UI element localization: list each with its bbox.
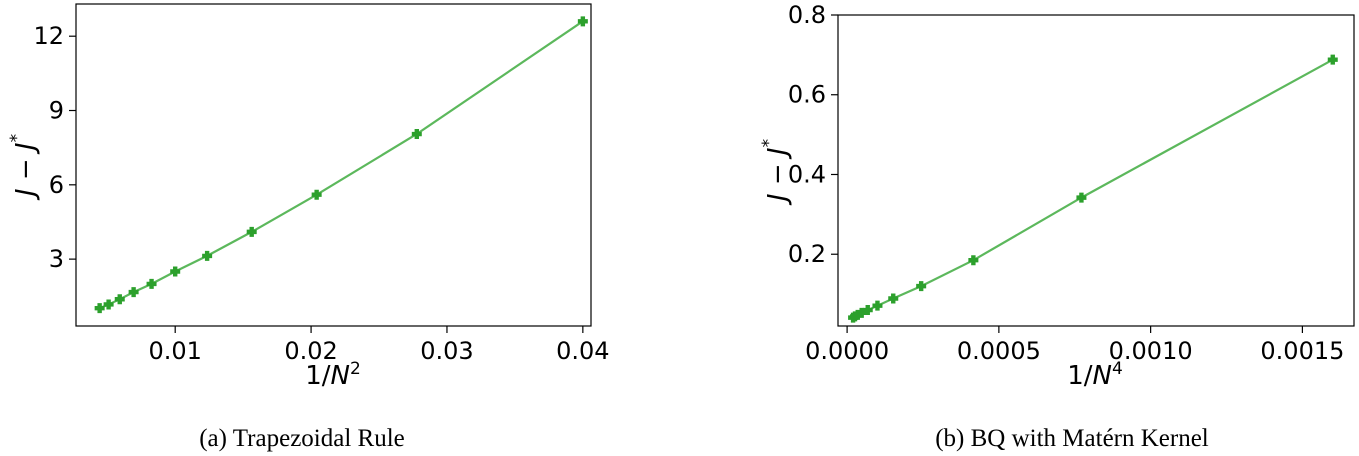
data-point-marker [146, 278, 157, 289]
x-ticks-a: 0.01 0.02 0.03 0.04 [148, 326, 610, 365]
data-point-marker [916, 281, 927, 292]
series-group-a [94, 16, 588, 314]
y-tick-label: 0.8 [788, 1, 826, 29]
y-tick-label: 0.4 [788, 160, 826, 188]
x-tick-label: 0.0015 [1260, 337, 1344, 365]
x-tick-label: 0.03 [420, 337, 473, 365]
data-point-marker [856, 307, 867, 318]
data-point-marker [246, 226, 257, 237]
x-axis-label-a: 1/N2 [305, 359, 361, 391]
y-tick-label: 6 [49, 171, 64, 199]
data-point-marker [872, 300, 883, 311]
series-group-b [848, 54, 1338, 323]
series-line [852, 58, 1334, 319]
caption-a: (a) Trapezoidal Rule [199, 425, 405, 452]
data-point-marker [202, 250, 213, 261]
plot-frame-b [837, 14, 1355, 327]
data-point-marker [170, 266, 181, 277]
x-tick-label: 0.04 [556, 337, 609, 365]
y-tick-label: 0.2 [788, 240, 826, 268]
panel-a: 0.01 0.02 0.03 0.04 3 6 9 12 1/N2 J − J* (a) T… [7, 3, 610, 452]
x-tick-label: 0.02 [284, 337, 337, 365]
y-tick-label: 12 [33, 22, 64, 50]
data-point-marker [577, 16, 588, 27]
x-tick-label: 0.01 [148, 337, 201, 365]
plot-frame-a [75, 3, 592, 327]
y-axis-label-a: J − J* [7, 134, 41, 201]
data-point-marker [114, 294, 125, 305]
data-point-marker [1076, 192, 1087, 203]
data-point-marker [128, 287, 139, 298]
data-point-marker [411, 129, 422, 140]
y-tick-label: 0.6 [788, 81, 826, 109]
data-point-marker [968, 255, 979, 266]
x-tick-label: 0.0010 [1109, 337, 1193, 365]
x-axis-label-b: 1/N4 [1067, 359, 1123, 391]
y-ticks-a: 3 6 9 12 [33, 22, 76, 273]
x-tick-label: 0.0000 [805, 337, 889, 365]
data-point-marker [1327, 54, 1338, 65]
x-ticks-b: 0.0000 0.0005 0.0010 0.0015 [805, 326, 1344, 365]
y-tick-label: 3 [49, 245, 64, 273]
y-tick-label: 9 [49, 97, 64, 125]
panel-b: 0.0000 0.0005 0.0010 0.0015 0.2 0.4 0.6 0.8 1/… [759, 1, 1355, 452]
data-point-marker [94, 303, 105, 314]
data-point-marker [103, 299, 114, 310]
x-tick-label: 0.0005 [957, 337, 1041, 365]
data-point-marker [862, 305, 873, 316]
y-axis-label-b: J − J* [759, 139, 793, 206]
y-ticks-b: 0.2 0.4 0.6 0.8 [788, 1, 838, 268]
series-line [99, 20, 584, 310]
data-point-marker [311, 189, 322, 200]
caption-b: (b) BQ with Matérn Kernel [935, 425, 1209, 452]
data-point-marker [888, 293, 899, 304]
